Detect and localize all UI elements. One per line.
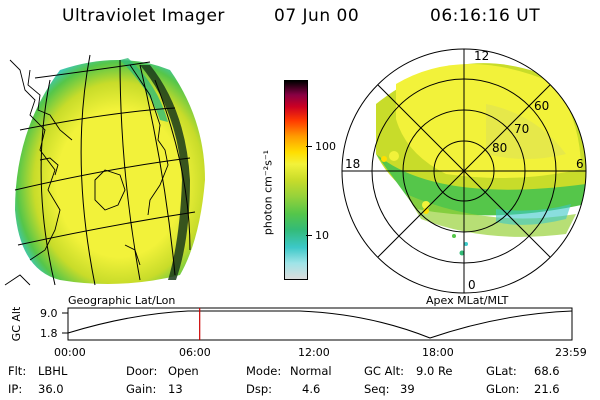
- lat-lon-grid: [14, 54, 196, 286]
- instrument-title: Ultraviolet Imager: [62, 6, 225, 26]
- gain-value: 13: [168, 382, 183, 396]
- glat-value: 68.6: [534, 364, 560, 378]
- gcalt-value: 9.0 Re: [416, 364, 453, 378]
- time-tick-0600: 06:00: [179, 346, 211, 359]
- seq-value: 39: [400, 382, 415, 396]
- timeline-panel: 9.0 1.8 GC Alt: [10, 306, 573, 341]
- colorbar-tick-100: [306, 146, 312, 147]
- terminator-band: [140, 65, 190, 280]
- glon-value: 21.6: [534, 382, 560, 396]
- filter-label: Flt:: [8, 364, 27, 378]
- colorbar-label-10: 10: [315, 229, 329, 242]
- colorbar-tick-10: [306, 235, 312, 236]
- glat-label: GLat:: [486, 364, 517, 378]
- apex-caption: Apex MLat/MLT: [426, 294, 509, 307]
- lat-label-80: 80: [492, 141, 507, 155]
- alt-tick-1-8: 1.8: [40, 327, 58, 340]
- polar-grid: [341, 48, 587, 294]
- time-tick-0000: 00:00: [54, 346, 86, 359]
- polar-emission: [342, 49, 586, 293]
- geographic-caption: Geographic Lat/Lon: [68, 294, 176, 307]
- time-label: 06:16:16 UT: [430, 6, 541, 26]
- timeline-axis-label: GC Alt: [10, 306, 23, 341]
- lat-label-60: 60: [534, 99, 549, 113]
- seq-label: Seq:: [364, 382, 390, 396]
- mode-value: Normal: [290, 364, 332, 378]
- mlt-label-6: 6: [576, 157, 584, 171]
- polar-map: 12 18 6 0 60 70 80: [341, 48, 587, 294]
- time-tick-2359: 23:59: [555, 346, 587, 359]
- door-value: Open: [168, 364, 199, 378]
- altitude-curve: [67, 310, 573, 339]
- gain-label: Gain:: [126, 382, 157, 396]
- colorbar-label-100: 100: [315, 140, 336, 153]
- colorbar: [284, 80, 308, 280]
- gcalt-label: GC Alt:: [364, 364, 405, 378]
- mode-label: Mode:: [246, 364, 282, 378]
- timeline-frame: [67, 307, 573, 341]
- glon-label: GLon:: [486, 382, 520, 396]
- mlt-label-0: 0: [468, 278, 476, 292]
- geographic-map: [4, 54, 205, 286]
- ip-label: IP:: [8, 382, 23, 396]
- colorbar-unit-label: photon cm⁻²s⁻¹: [261, 149, 275, 236]
- date-label: 07 Jun 00: [274, 6, 360, 26]
- lat-label-70: 70: [514, 122, 529, 136]
- polar-labels: 12 18 6 0 60 70 80: [345, 49, 584, 292]
- door-label: Door:: [126, 364, 158, 378]
- time-tick-1200: 12:00: [298, 346, 330, 359]
- dsp-value: 4.6: [302, 382, 321, 396]
- time-tick-1800: 18:00: [422, 346, 454, 359]
- dsp-label: Dsp:: [246, 382, 273, 396]
- mlt-label-12: 12: [474, 49, 489, 63]
- mlt-label-18: 18: [345, 157, 360, 171]
- ip-value: 36.0: [38, 382, 64, 396]
- filter-value: LBHL: [38, 364, 68, 378]
- alt-tick-9: 9.0: [40, 307, 58, 320]
